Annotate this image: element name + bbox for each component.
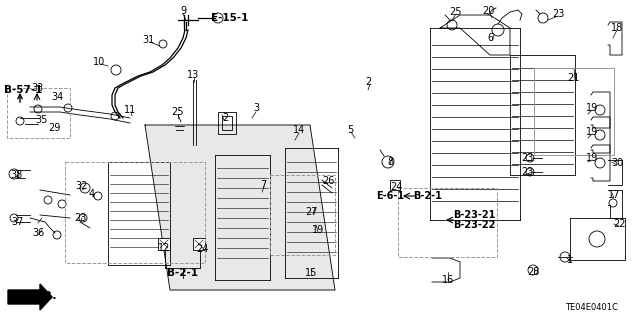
- Text: 23: 23: [552, 9, 564, 19]
- Text: 23: 23: [521, 167, 533, 177]
- Text: 15: 15: [305, 268, 317, 278]
- Text: 17: 17: [608, 190, 620, 200]
- Text: 11: 11: [124, 105, 136, 115]
- Bar: [270, 175, 335, 255]
- Text: 1: 1: [567, 255, 573, 265]
- Text: 25: 25: [171, 107, 183, 117]
- Text: B-23-22: B-23-22: [453, 220, 495, 230]
- Text: 16: 16: [442, 275, 454, 285]
- Text: 37: 37: [12, 217, 24, 227]
- Text: 13: 13: [187, 70, 199, 80]
- Bar: [222, 116, 232, 130]
- Text: 38: 38: [10, 170, 22, 180]
- Text: 26: 26: [322, 176, 334, 186]
- Text: 5: 5: [347, 125, 353, 135]
- Text: 18: 18: [611, 23, 623, 33]
- Text: 19: 19: [312, 225, 324, 235]
- Text: 19: 19: [586, 103, 598, 113]
- Text: 35: 35: [35, 115, 47, 125]
- Text: 6: 6: [487, 33, 493, 43]
- Text: 29: 29: [48, 123, 60, 133]
- Bar: [193, 238, 205, 250]
- Bar: [7, 88, 70, 138]
- Bar: [390, 180, 400, 190]
- Text: 21: 21: [567, 73, 579, 83]
- Text: 4: 4: [89, 189, 95, 199]
- Text: E-15-1: E-15-1: [211, 13, 248, 23]
- Bar: [218, 112, 236, 134]
- Text: 23: 23: [521, 153, 533, 163]
- Text: B-2-1: B-2-1: [413, 191, 442, 201]
- Bar: [158, 238, 170, 250]
- Text: 8: 8: [387, 157, 393, 167]
- Text: 30: 30: [611, 158, 623, 168]
- Text: 25: 25: [449, 7, 461, 17]
- Text: TE04E0401C: TE04E0401C: [565, 302, 618, 311]
- Text: 2: 2: [222, 113, 228, 123]
- Text: 19: 19: [586, 153, 598, 163]
- Text: 34: 34: [51, 92, 63, 102]
- Text: B-23-21: B-23-21: [453, 210, 495, 220]
- Text: 12: 12: [158, 243, 170, 253]
- Text: 2: 2: [365, 77, 371, 87]
- Text: FR.: FR.: [36, 291, 56, 301]
- Text: 3: 3: [253, 103, 259, 113]
- Text: 24: 24: [196, 244, 208, 254]
- Text: 36: 36: [32, 228, 44, 238]
- Bar: [398, 188, 497, 257]
- Polygon shape: [8, 284, 52, 310]
- Text: 33: 33: [31, 83, 43, 93]
- Bar: [534, 68, 614, 155]
- Text: B-2-1: B-2-1: [168, 268, 198, 278]
- Bar: [534, 68, 614, 155]
- Text: 10: 10: [93, 57, 105, 67]
- Text: 23: 23: [74, 213, 86, 223]
- Text: 22: 22: [612, 219, 625, 229]
- Text: 19: 19: [586, 127, 598, 137]
- Text: E-6-1: E-6-1: [376, 191, 404, 201]
- Text: 27: 27: [305, 207, 317, 217]
- Polygon shape: [145, 125, 335, 290]
- Text: 9: 9: [180, 6, 186, 16]
- Text: B-57-1: B-57-1: [4, 85, 42, 95]
- Text: 31: 31: [142, 35, 154, 45]
- Text: 7: 7: [260, 180, 266, 190]
- Text: 20: 20: [482, 6, 494, 16]
- Text: 28: 28: [527, 267, 539, 277]
- Bar: [65, 162, 205, 263]
- Text: 24: 24: [390, 182, 402, 192]
- Text: 14: 14: [293, 125, 305, 135]
- Text: 32: 32: [75, 181, 87, 191]
